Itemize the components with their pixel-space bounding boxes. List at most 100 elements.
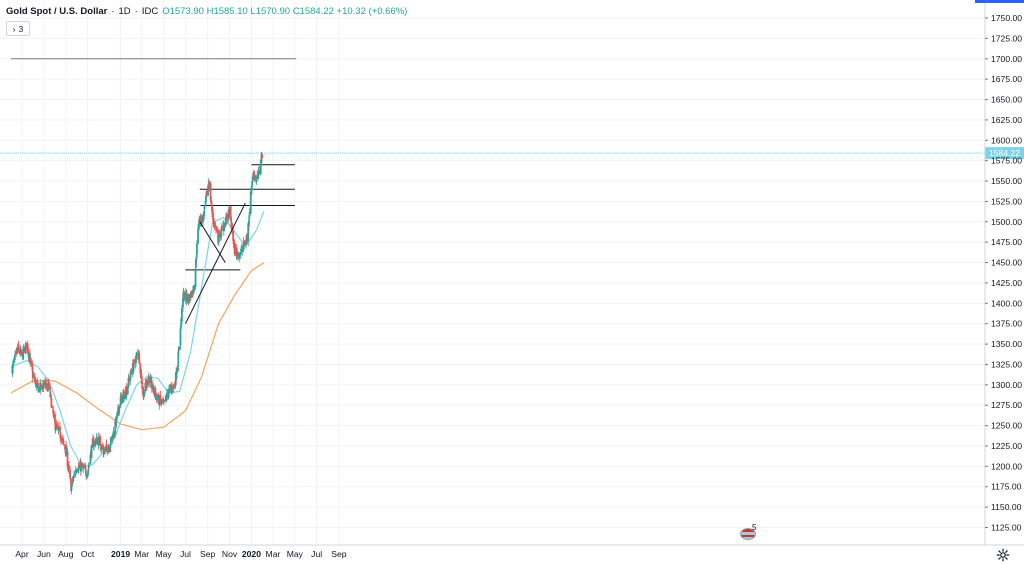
candle-body	[88, 465, 90, 467]
candle-body	[135, 354, 138, 356]
candle-body	[12, 361, 15, 363]
indicators-count: 3	[18, 23, 24, 34]
candle-body	[35, 383, 38, 388]
price-tick-label: 1225.00	[991, 441, 1022, 451]
candle-body	[121, 394, 124, 404]
candle-body	[120, 395, 123, 403]
candle-body	[17, 348, 20, 352]
candle-body	[42, 382, 45, 386]
candle-body	[69, 469, 71, 478]
candle-body	[97, 437, 100, 447]
candle-body	[29, 358, 32, 361]
candle-body	[59, 426, 61, 431]
candle-body	[155, 396, 158, 401]
candle-body	[100, 448, 103, 450]
price-tick-label: 1625.00	[991, 115, 1022, 125]
candle-body	[160, 401, 163, 403]
candle-body	[173, 384, 176, 388]
candle-body	[85, 476, 88, 477]
candle-body	[37, 383, 40, 387]
candle-body	[218, 232, 221, 234]
candle-body	[143, 392, 146, 397]
candle-body	[196, 243, 198, 255]
candle-body	[113, 433, 116, 437]
candle-body	[100, 445, 103, 448]
candle-body	[148, 377, 151, 384]
candle-body	[209, 183, 212, 200]
top-accent-strip	[975, 0, 1024, 3]
candle-body	[63, 444, 65, 446]
candle-body	[25, 342, 28, 350]
candle-body	[163, 399, 166, 402]
time-tick-label: Apr	[15, 549, 29, 559]
interval-label[interactable]: 1D	[118, 6, 131, 17]
candle-body	[150, 380, 153, 389]
candle-body	[54, 414, 56, 423]
price-tick-label: 1700.00	[991, 54, 1022, 64]
horizontal-levels	[10, 58, 297, 271]
economic-events-marker[interactable]: 5	[740, 523, 762, 540]
price-tick-label: 1200.00	[991, 461, 1022, 471]
trend-line	[199, 221, 226, 263]
trend-lines	[185, 202, 246, 324]
price-tick-label: 1600.00	[991, 135, 1022, 145]
candle-body	[129, 370, 132, 378]
price-tick-label: 1550.00	[991, 176, 1022, 186]
candle-body	[236, 251, 238, 256]
candle-body	[126, 386, 129, 395]
candle-body	[13, 354, 16, 361]
time-tick-label: Mar	[134, 549, 149, 559]
candle-body	[59, 431, 62, 439]
candle-body	[207, 185, 209, 196]
price-tick-label: 1325.00	[991, 359, 1022, 369]
candle-body	[221, 227, 223, 229]
candle-body	[248, 215, 251, 220]
candle-body	[139, 364, 142, 374]
candle-body	[248, 212, 251, 215]
candle-body	[110, 438, 113, 439]
candle-body	[186, 294, 188, 302]
candle-body	[132, 360, 135, 368]
candle-body	[110, 437, 112, 445]
price-tick-label: 1250.00	[991, 421, 1022, 431]
candle-body	[65, 450, 68, 455]
price-tick-label: 1425.00	[991, 278, 1022, 288]
candle-body	[93, 441, 95, 447]
candle-body	[69, 478, 72, 482]
last-price-tag-label: 1584.22	[989, 148, 1020, 158]
price-axis[interactable]: 1125.00 1150.00 1175.00 1200.00 1225.00 1250.…	[984, 0, 1022, 545]
moving-averages	[10, 210, 265, 468]
price-tick-label: 1375.00	[991, 319, 1022, 329]
candle-body	[145, 381, 148, 387]
symbol-name[interactable]: Gold Spot / U.S. Dollar	[6, 6, 108, 17]
candle-body	[22, 348, 25, 352]
candle-body	[168, 387, 171, 389]
candle-body	[95, 438, 98, 441]
candle-body	[11, 364, 14, 374]
candle-body	[180, 307, 183, 322]
candle-body	[188, 294, 191, 303]
candle-body	[214, 226, 217, 228]
candle-body	[239, 251, 242, 255]
price-tick-label: 1750.00	[991, 13, 1022, 23]
price-tick-label: 1525.00	[991, 196, 1022, 206]
price-tick-label: 1500.00	[991, 217, 1022, 227]
price-tick-label: 1350.00	[991, 339, 1022, 349]
indicators-collapse-button[interactable]: › 3	[6, 21, 30, 36]
ma-long-line	[10, 262, 265, 431]
gear-icon[interactable]	[996, 548, 1010, 562]
candle-body	[178, 346, 181, 350]
symbol-legend: Gold Spot / U.S. Dollar · 1D · IDC O1573…	[6, 6, 408, 17]
candle-body	[78, 464, 80, 468]
candle-body	[14, 353, 17, 355]
candle-body	[110, 439, 113, 441]
candle-body	[57, 425, 60, 429]
candle-body	[27, 353, 30, 358]
time-tick-label: Mar	[266, 549, 281, 559]
price-tick-label: 1650.00	[991, 95, 1022, 105]
candle-body	[226, 213, 228, 219]
candle-body	[229, 206, 232, 217]
time-axis[interactable]: Apr Jun Aug Oct 2019 Mar May Jul Sep Nov 2020 Mar Ma…	[0, 544, 1024, 559]
candle-body	[105, 443, 108, 449]
